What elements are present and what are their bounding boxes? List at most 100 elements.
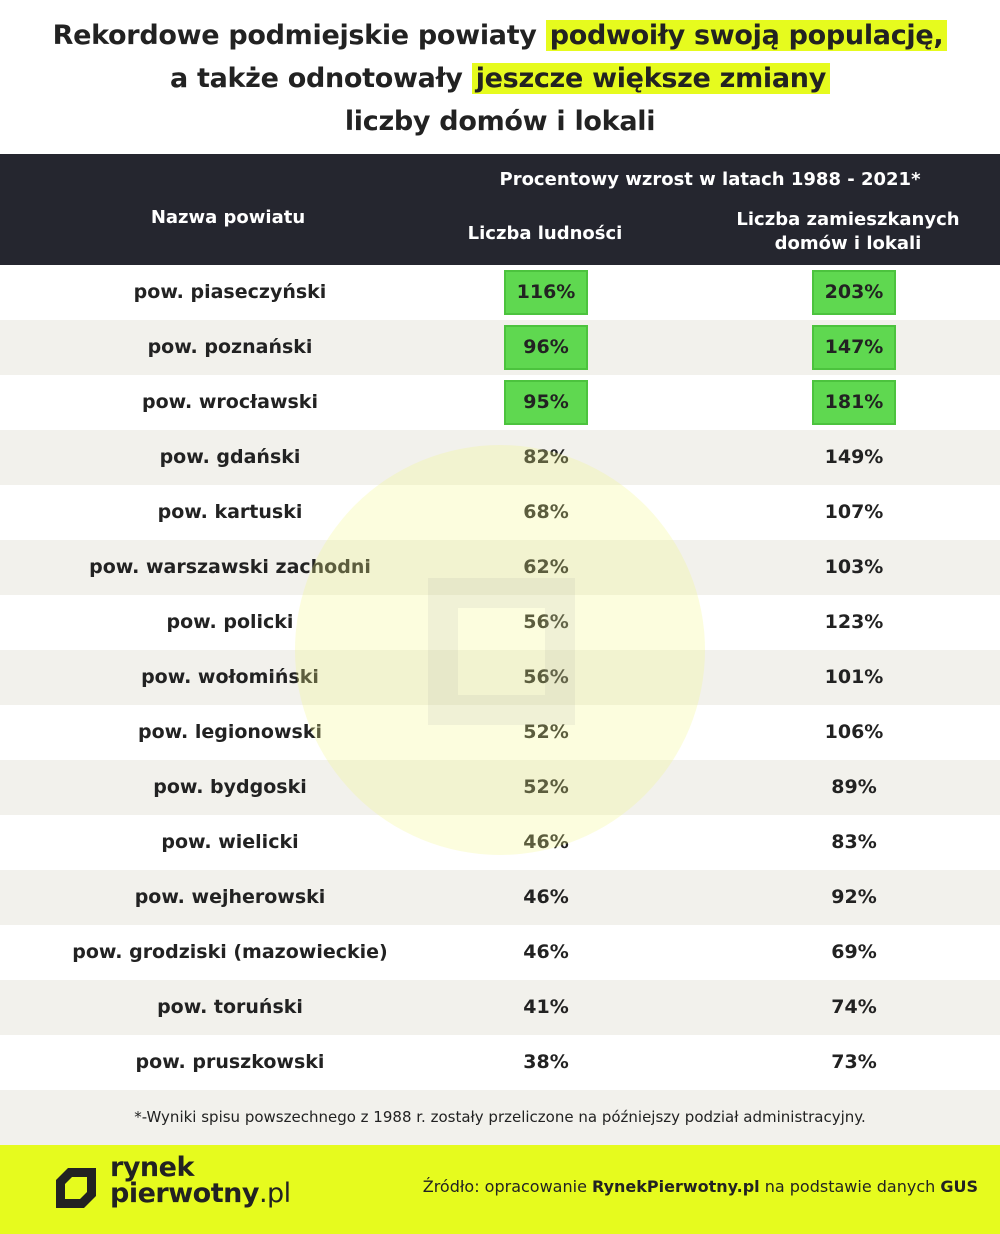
title-line-1: Rekordowe podmiejskie powiaty podwoiły s…	[0, 14, 1000, 57]
housing-growth-cell-text: 74%	[831, 996, 877, 1018]
table-row: pow. wielicki 46% 83%	[0, 815, 1000, 870]
county-name-cell-text: pow. pruszkowski	[135, 1051, 325, 1073]
housing-growth-cell: 147%	[808, 320, 900, 375]
population-growth-cell: 52%	[500, 760, 592, 815]
housing-growth-cell-text: 83%	[831, 831, 877, 853]
population-growth-cell: 68%	[500, 485, 592, 540]
county-name-cell-text: pow. bydgoski	[153, 776, 307, 798]
county-name-cell: pow. wrocławski	[60, 375, 400, 430]
population-growth-cell: 82%	[500, 430, 592, 485]
county-name-cell-text: pow. toruński	[157, 996, 303, 1018]
population-growth-cell: 41%	[500, 980, 592, 1035]
source-prefix: Źródło: opracowanie	[422, 1177, 592, 1196]
header-group-label: Procentowy wzrost w latach 1988 - 2021*	[499, 169, 921, 190]
logo-wordmark: rynek pierwotny.pl	[110, 1152, 291, 1209]
population-growth-cell-text: 52%	[523, 721, 569, 743]
housing-growth-cell-text: 203%	[824, 281, 884, 303]
title-line-2-highlight: jeszcze większe zmiany	[471, 63, 830, 94]
county-name-cell-text: pow. legionowski	[138, 721, 322, 743]
housing-growth-cell: 123%	[808, 595, 900, 650]
population-growth-cell-text: 56%	[523, 611, 569, 633]
county-name-cell: pow. poznański	[60, 320, 400, 375]
title-line-3: liczby domów i lokali	[344, 106, 656, 137]
county-name-cell-text: pow. gdański	[159, 446, 301, 468]
table-row: pow. kartuski 68% 107%	[0, 485, 1000, 540]
header-name-column: Nazwa powiatu	[150, 207, 306, 228]
housing-growth-cell-text: 101%	[824, 666, 884, 688]
highlight-box	[504, 270, 588, 315]
table-row: pow. gdański 82% 149%	[0, 430, 1000, 485]
chart-title: Rekordowe podmiejskie powiaty podwoiły s…	[0, 14, 1000, 143]
table-row: pow. toruński 41% 74%	[0, 980, 1000, 1035]
logo-line-1: rynek	[110, 1152, 194, 1183]
title-line-2-plain: a także odnotowały	[169, 63, 472, 94]
housing-growth-cell-text: 69%	[831, 941, 877, 963]
table-row: pow. bydgoski 52% 89%	[0, 760, 1000, 815]
logo-mark-icon	[56, 1168, 96, 1208]
population-growth-cell-text: 46%	[523, 831, 569, 853]
housing-growth-cell: 103%	[808, 540, 900, 595]
title-line-2: a także odnotowały jeszcze większe zmian…	[0, 57, 1000, 100]
population-growth-cell-text: 96%	[523, 336, 569, 358]
county-name-cell-text: pow. wielicki	[161, 831, 299, 853]
county-name-cell: pow. wejherowski	[60, 870, 400, 925]
county-name-cell-text: pow. wrocławski	[142, 391, 318, 413]
housing-growth-cell-text: 123%	[824, 611, 884, 633]
table-row: pow. pruszkowski 38% 73%	[0, 1035, 1000, 1090]
header-housing-line-1: Liczba zamieszkanych	[736, 209, 960, 230]
table-row: pow. warszawski zachodni 62% 103%	[0, 540, 1000, 595]
population-growth-cell: 56%	[500, 650, 592, 705]
housing-growth-cell-text: 107%	[824, 501, 884, 523]
population-growth-cell-text: 46%	[523, 941, 569, 963]
county-name-cell-text: pow. wołomiński	[141, 666, 319, 688]
housing-growth-cell-text: 103%	[824, 556, 884, 578]
housing-growth-cell: 101%	[808, 650, 900, 705]
logo-line-2-bold: pierwotny	[110, 1178, 259, 1209]
housing-growth-cell: 89%	[808, 760, 900, 815]
housing-growth-cell: 73%	[808, 1035, 900, 1090]
population-growth-cell-text: 56%	[523, 666, 569, 688]
housing-growth-cell-text: 73%	[831, 1051, 877, 1073]
population-growth-cell: 46%	[500, 870, 592, 925]
footer: rynek pierwotny.pl Źródło: opracowanie R…	[0, 1145, 1000, 1234]
header-housing-column: Liczba zamieszkanych domów i lokali	[715, 208, 981, 256]
source-note: Źródło: opracowanie RynekPierwotny.pl na…	[423, 1177, 978, 1196]
population-growth-cell: 46%	[500, 925, 592, 980]
county-name-cell-text: pow. warszawski zachodni	[89, 556, 371, 578]
county-name-cell-text: pow. piaseczyński	[133, 281, 327, 303]
population-growth-cell-text: 95%	[523, 391, 569, 413]
housing-growth-cell-text: 106%	[824, 721, 884, 743]
population-growth-cell: 96%	[500, 320, 592, 375]
housing-growth-cell: 69%	[808, 925, 900, 980]
county-name-cell: pow. warszawski zachodni	[60, 540, 400, 595]
population-growth-cell: 116%	[500, 265, 592, 320]
table-row: pow. policki 56% 123%	[0, 595, 1000, 650]
housing-growth-cell: 92%	[808, 870, 900, 925]
logo-line-2: pierwotny.pl	[110, 1178, 291, 1209]
population-growth-cell-text: 38%	[523, 1051, 569, 1073]
county-name-cell: pow. toruński	[60, 980, 400, 1035]
county-name-cell: pow. policki	[60, 595, 400, 650]
housing-growth-cell-text: 147%	[824, 336, 884, 358]
population-growth-cell: 62%	[500, 540, 592, 595]
table-row: pow. wołomiński 56% 101%	[0, 650, 1000, 705]
population-growth-cell-text: 46%	[523, 886, 569, 908]
table-row: pow. grodziski (mazowieckie) 46% 69%	[0, 925, 1000, 980]
highlight-box	[504, 325, 588, 370]
source-brand: RynekPierwotny.pl	[592, 1177, 760, 1196]
housing-growth-cell: 107%	[808, 485, 900, 540]
county-name-cell-text: pow. policki	[166, 611, 294, 633]
county-name-cell-text: pow. poznański	[147, 336, 313, 358]
housing-growth-cell: 74%	[808, 980, 900, 1035]
source-org: GUS	[940, 1177, 978, 1196]
population-growth-cell-text: 62%	[523, 556, 569, 578]
county-name-cell-text: pow. wejherowski	[134, 886, 326, 908]
header-population-column: Liczba ludności	[467, 223, 623, 244]
highlight-box	[504, 380, 588, 425]
county-name-cell: pow. kartuski	[60, 485, 400, 540]
source-middle: na podstawie danych	[759, 1177, 941, 1196]
title-line-1-highlight: podwoiły swoją populację,	[545, 20, 948, 51]
table-header: Nazwa powiatu Procentowy wzrost w latach…	[0, 154, 1000, 265]
housing-growth-cell: 181%	[808, 375, 900, 430]
population-growth-cell-text: 82%	[523, 446, 569, 468]
